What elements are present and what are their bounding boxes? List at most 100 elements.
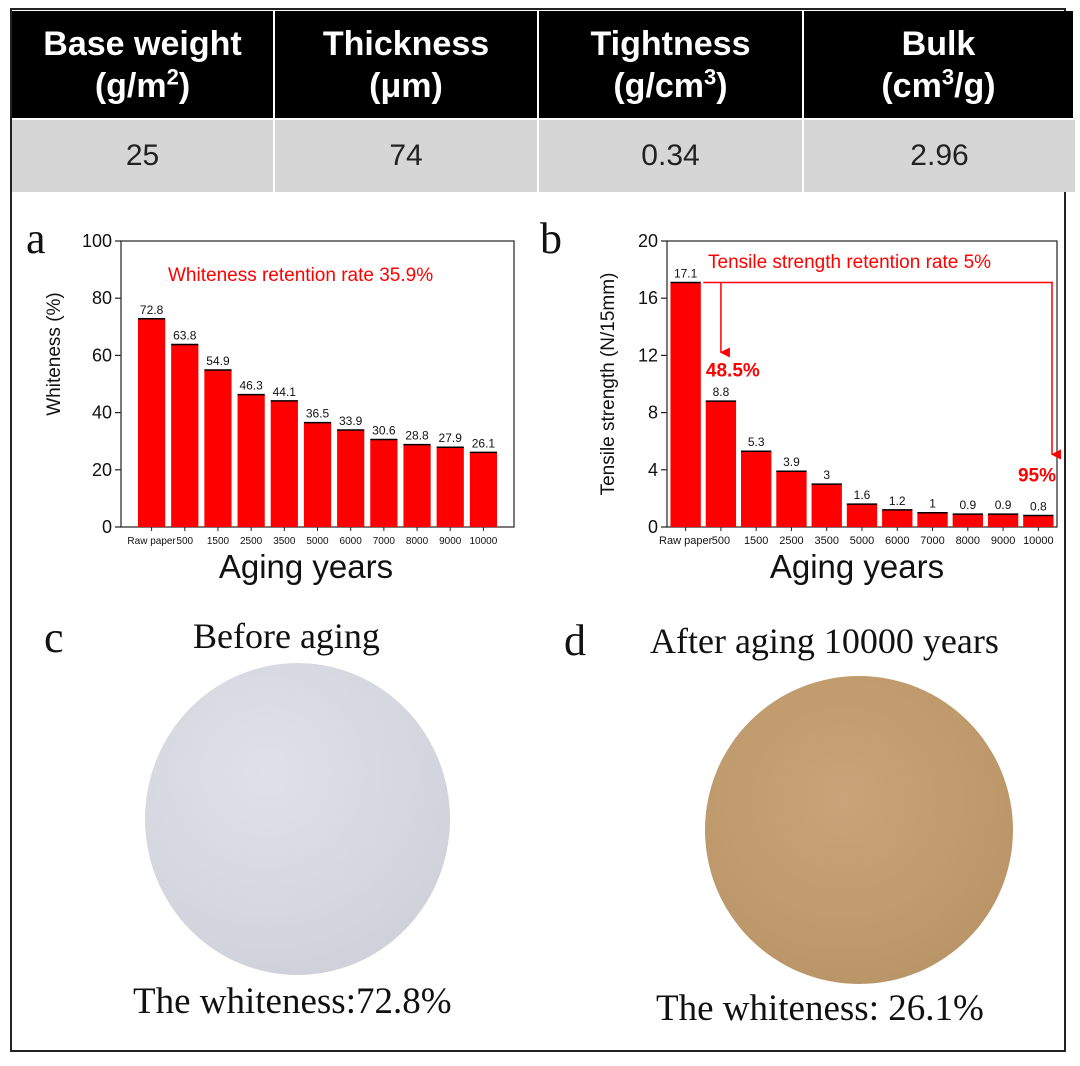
value-label: 5.3 (748, 435, 765, 449)
bar (987, 514, 1019, 527)
value-label: 63.8 (173, 329, 197, 343)
y-tick-label: 20 (92, 460, 112, 480)
y-tick-label: 40 (92, 403, 112, 423)
value-tightness: 0.34 (539, 118, 804, 192)
y-tick-label: 0 (648, 517, 658, 537)
value-label: 26.1 (472, 436, 496, 450)
header-thickness: Thickness (μm) (275, 11, 539, 118)
y-axis-label-b: Tensile strength (N/15mm) (598, 273, 619, 496)
header-bulk: Bulk (cm3/g) (804, 11, 1075, 118)
bar (776, 471, 807, 527)
whiteness-caption-before: The whiteness:72.8% (133, 981, 452, 1022)
value-label: 1 (929, 497, 936, 511)
y-tick-label: 8 (648, 403, 658, 423)
value-label: 28.8 (405, 429, 429, 443)
category-label: 9000 (439, 536, 462, 547)
photo-title-before: Before aging (193, 616, 380, 656)
bar (303, 422, 332, 527)
category-label: 9000 (991, 535, 1015, 547)
bar (952, 514, 983, 527)
bar (917, 512, 948, 527)
bar (436, 447, 464, 527)
category-label: 8000 (406, 536, 429, 547)
category-label: 1500 (207, 536, 230, 547)
category-label: 3500 (814, 535, 838, 547)
bar (846, 504, 878, 527)
value-label: 3 (823, 468, 830, 482)
category-label: 1500 (744, 535, 768, 547)
plot-area-b: 0 4 8 12 16 20 17.1 Raw paper 8.8 500 5.3 1500 3.9 25… (638, 231, 1061, 547)
category-label: 10000 (1023, 535, 1054, 547)
bar (137, 318, 166, 527)
bar (670, 282, 701, 527)
y-tick-label: 60 (92, 345, 112, 365)
paper-sample-before-aging (145, 663, 450, 975)
y-tick-label: 12 (638, 345, 658, 365)
bar (403, 444, 431, 527)
value-label: 17.1 (674, 266, 698, 280)
value-label: 1.6 (854, 488, 871, 502)
value-label: 36.5 (306, 407, 330, 421)
annotation-whiteness-retention: Whiteness retention rate 35.9% (168, 265, 433, 286)
y-axis-label-a: Whiteness (%) (44, 292, 65, 416)
panel-letter-c: c (44, 613, 64, 662)
category-label: 5000 (306, 536, 329, 547)
value-label: 0.9 (959, 498, 976, 512)
value-label: 0.8 (1030, 500, 1047, 514)
value-label: 54.9 (206, 354, 230, 368)
panel-letter-d: d (564, 616, 586, 665)
y-tick-label: 16 (638, 288, 658, 308)
bar (204, 369, 232, 527)
header-tightness: Tightness (g/cm3) (539, 11, 804, 118)
category-label: 8000 (956, 535, 980, 547)
category-label: 2500 (779, 535, 803, 547)
value-label: 1.2 (889, 494, 906, 508)
value-label: 33.9 (339, 414, 363, 428)
bar (270, 400, 298, 527)
bar (705, 401, 737, 527)
value-label: 30.6 (372, 423, 396, 437)
bar (237, 394, 265, 527)
drop-label-10000: 95% (1018, 465, 1056, 486)
panel-letter-a: a (26, 214, 46, 263)
paper-sample-after-aging (705, 676, 1013, 984)
y-tick-label: 4 (648, 460, 658, 480)
drop-label-500: 48.5% (706, 360, 760, 381)
value-bulk: 2.96 (804, 118, 1075, 192)
header-base-weight: Base weight (g/m2) (12, 11, 275, 118)
value-label: 3.9 (783, 455, 800, 469)
x-axis-label-b: Aging years (770, 548, 944, 585)
category-label: 3500 (273, 536, 296, 547)
y-tick-label: 80 (92, 288, 112, 308)
paper-properties-table: Base weight (g/m2) Thickness (μm) Tightn… (12, 11, 1075, 192)
value-label: 27.9 (439, 431, 463, 445)
photo-title-after: After aging 10000 years (650, 621, 999, 661)
category-label: 500 (176, 536, 193, 547)
category-label: Raw paper (659, 535, 713, 547)
y-tick-label: 100 (82, 231, 112, 251)
bar (741, 451, 772, 527)
category-label: 6000 (885, 535, 909, 547)
x-axis-label-a: Aging years (219, 548, 393, 585)
value-label: 72.8 (140, 303, 164, 317)
category-label: 10000 (470, 536, 498, 547)
tensile-strength-chart: b Tensile strength retention rate 5% 048… (540, 214, 1061, 585)
bar (811, 484, 842, 527)
bar (337, 430, 365, 527)
category-label: 5000 (850, 535, 874, 547)
bar (1023, 515, 1054, 527)
bar (171, 344, 199, 527)
y-tick-label: 0 (102, 517, 112, 537)
value-label: 0.9 (995, 498, 1012, 512)
bar (370, 439, 398, 527)
whiteness-chart: a Whiteness retention rate 35.9% 0 20 40 60… (26, 214, 515, 585)
figure-frame (10, 8, 1066, 1052)
category-label: 2500 (240, 536, 263, 547)
category-label: 500 (712, 535, 730, 547)
panel-letter-b: b (540, 214, 562, 263)
value-base-weight: 25 (12, 118, 275, 192)
annotation-tensile-retention: Tensile strength retention rate 5% (708, 252, 991, 273)
category-label: Raw paper (127, 536, 176, 547)
category-label: 7000 (373, 536, 396, 547)
value-label: 44.1 (273, 385, 297, 399)
